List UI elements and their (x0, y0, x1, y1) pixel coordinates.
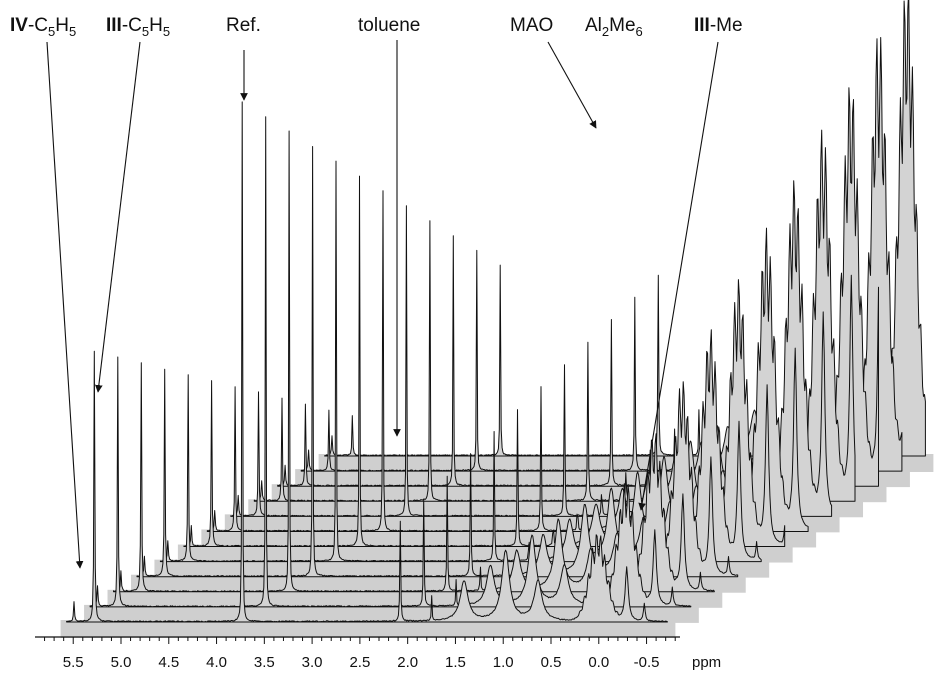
arrow-iv-c5h5 (46, 41, 84, 569)
label-toluene: toluene (358, 15, 421, 36)
x-tick-label: 1.5 (445, 654, 466, 671)
x-axis: 5.5 5.0 4.5 4.0 3.5 3.0 2.5 2.0 1.5 1.0 0.5 0.0 -0.5… (35, 636, 721, 671)
x-tick-label: 4.5 (158, 654, 179, 671)
spectrum-baseline-plate (60, 620, 676, 638)
x-axis-label: ppm (692, 654, 721, 671)
x-axis-ticks: 5.5 5.0 4.5 4.0 3.5 3.0 2.5 2.0 1.5 1.0 0.5 0.0 -0.5 (44, 637, 676, 671)
x-tick-label: 5.5 (63, 654, 84, 671)
x-tick-label: 2.0 (397, 654, 418, 671)
x-tick-label: 3.5 (254, 654, 275, 671)
spectrum-trace (66, 101, 668, 623)
label-ref: Ref. (226, 15, 261, 36)
label-iv-c5h5: IV-C5H5 (10, 15, 77, 39)
arrow-iii-me (638, 41, 719, 511)
x-tick-label: 2.5 (349, 654, 370, 671)
x-tick-label: 4.0 (206, 654, 227, 671)
label-iii-me: III-Me (694, 15, 743, 36)
x-tick-label: 3.0 (302, 654, 323, 671)
x-tick-label: -0.5 (634, 654, 660, 671)
label-mao: MAO (510, 15, 554, 36)
arrow-iii-c5h5 (95, 41, 141, 393)
x-tick-label: 0.5 (541, 654, 562, 671)
x-tick-label: 1.0 (493, 654, 514, 671)
label-iii-c5h5: III-C5H5 (106, 15, 171, 39)
x-tick-label: 0.0 (588, 654, 609, 671)
spectra-stack (60, 0, 934, 638)
arrow-mao (547, 41, 597, 129)
label-al2me6: Al2Me6 (585, 15, 643, 39)
x-tick-label: 5.0 (111, 654, 132, 671)
annotation-arrows (46, 40, 719, 569)
